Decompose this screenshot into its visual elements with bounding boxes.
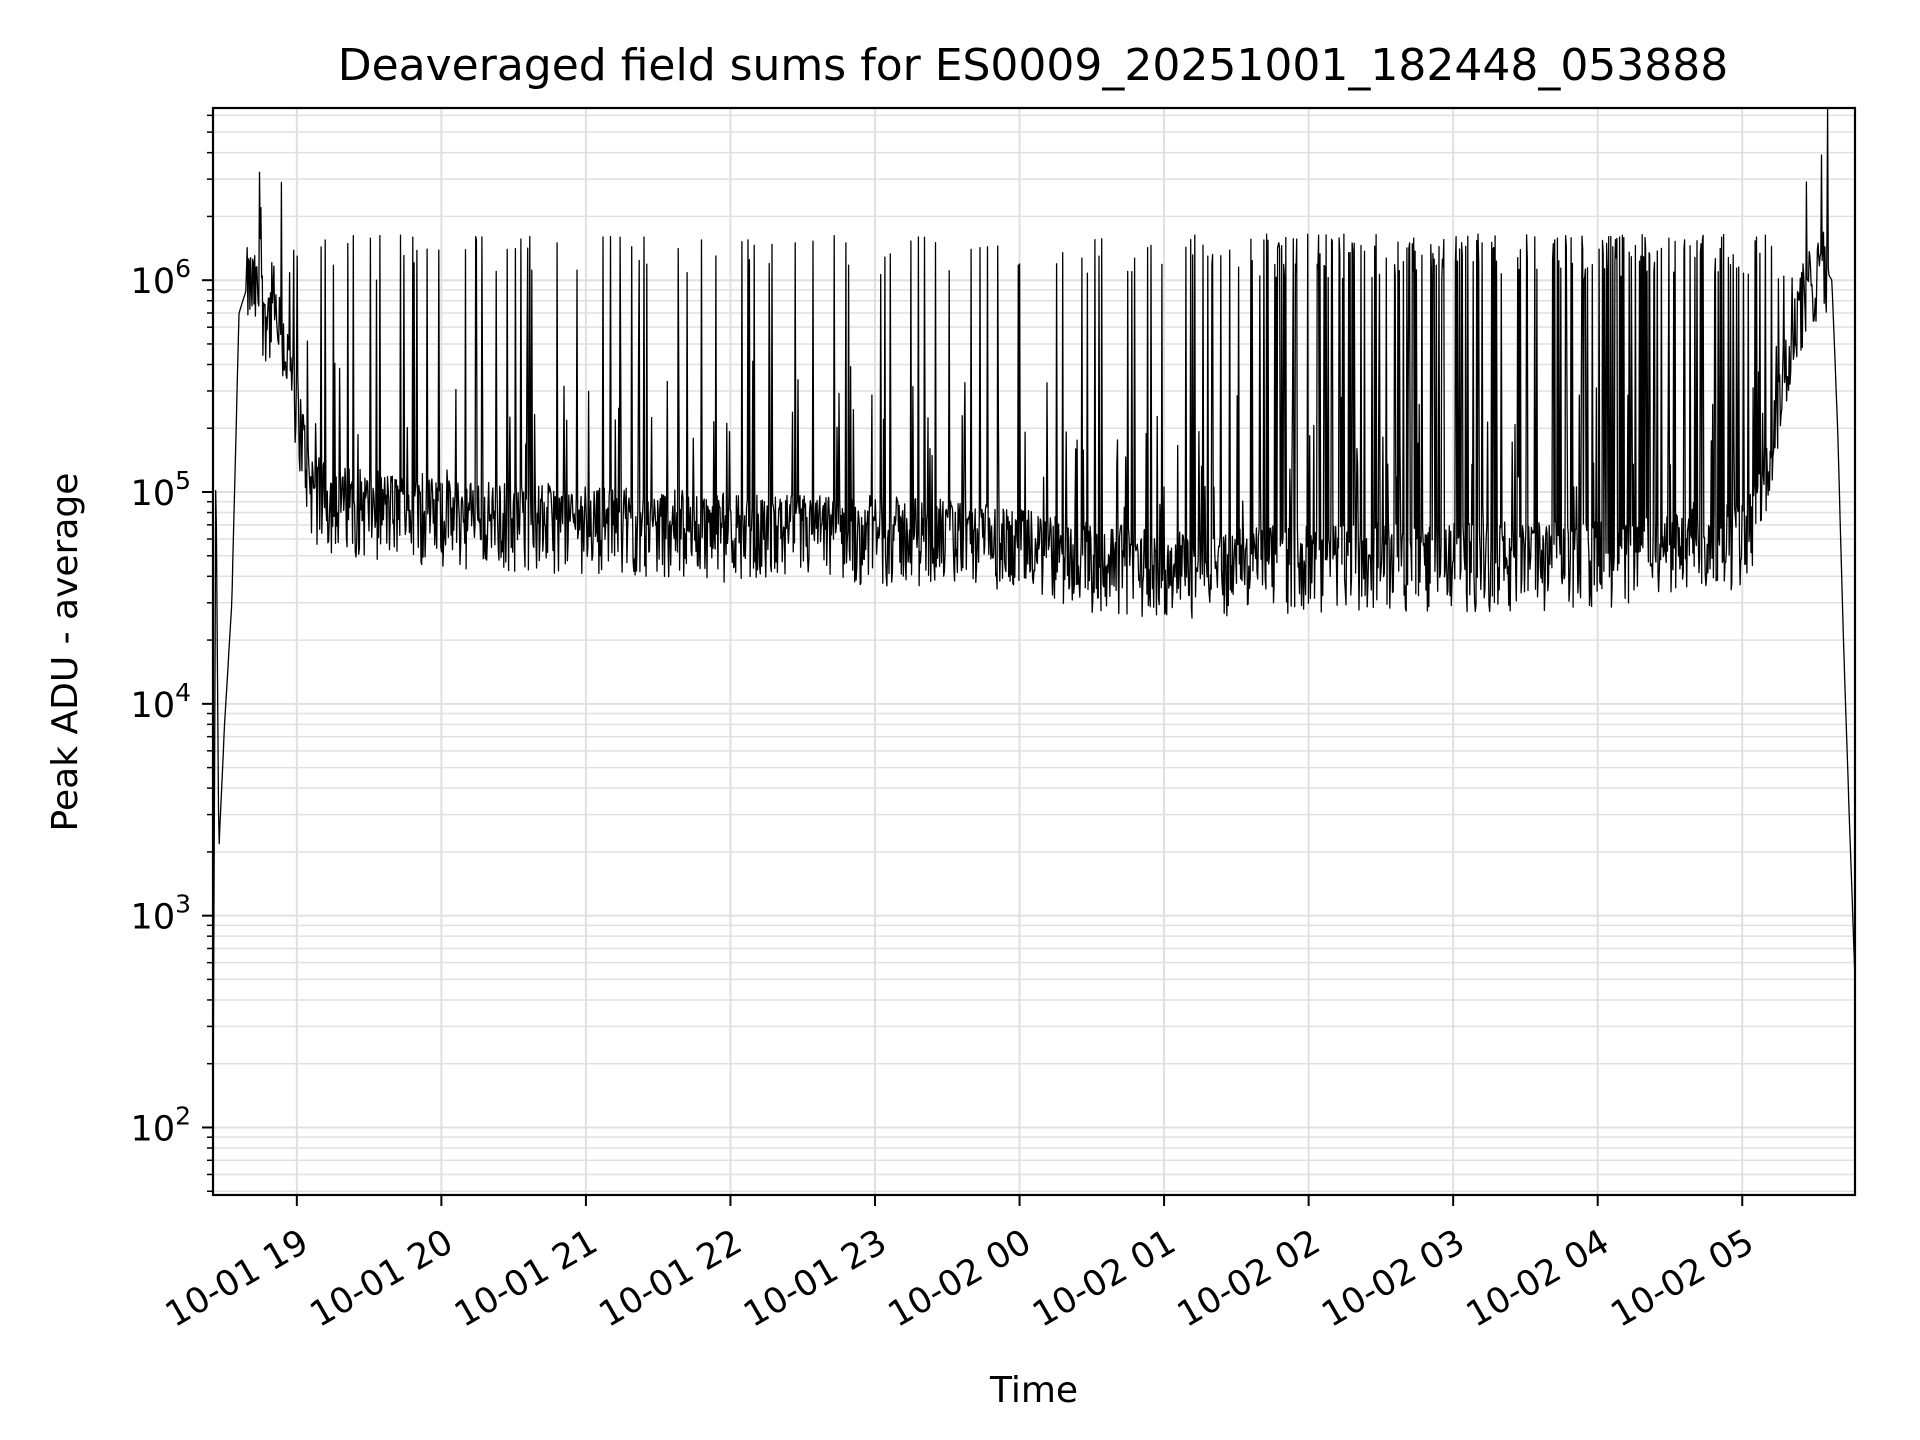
- plot-frame: [211, 106, 1857, 1197]
- chart-title: Deaveraged field sums for ES0009_2025100…: [338, 40, 1729, 91]
- x-tick-label: 10-01 20: [304, 1222, 460, 1335]
- y-tick-label: 106: [131, 254, 191, 302]
- y-tick-label: 105: [131, 466, 191, 514]
- y-tick-label: 104: [131, 678, 191, 726]
- x-tick-label: 10-02 01: [1026, 1222, 1182, 1335]
- y-axis: 102 103 104 105 106: [131, 114, 213, 1192]
- y-tick-label: 103: [131, 890, 191, 938]
- y-axis-label: Peak ADU - average: [45, 473, 86, 832]
- y-tick-label: 102: [131, 1101, 191, 1149]
- grid-minor: [213, 114, 1855, 1192]
- series-line: [212, 107, 1856, 1128]
- x-tick-label: 10-02 05: [1604, 1222, 1760, 1335]
- x-tick-label: 10-01 19: [159, 1222, 315, 1335]
- x-tick-label: 10-02 03: [1315, 1222, 1471, 1335]
- x-tick-label: 10-02 04: [1460, 1222, 1616, 1335]
- x-tick-label: 10-01 21: [448, 1222, 604, 1335]
- x-tick-label: 10-02 00: [882, 1222, 1038, 1335]
- x-tick-label: 10-01 23: [737, 1222, 893, 1335]
- series-path: [212, 107, 1856, 1128]
- x-axis-label: Time: [989, 1370, 1078, 1411]
- x-tick-label: 10-01 22: [593, 1222, 749, 1335]
- x-tick-label: 10-02 02: [1171, 1222, 1327, 1335]
